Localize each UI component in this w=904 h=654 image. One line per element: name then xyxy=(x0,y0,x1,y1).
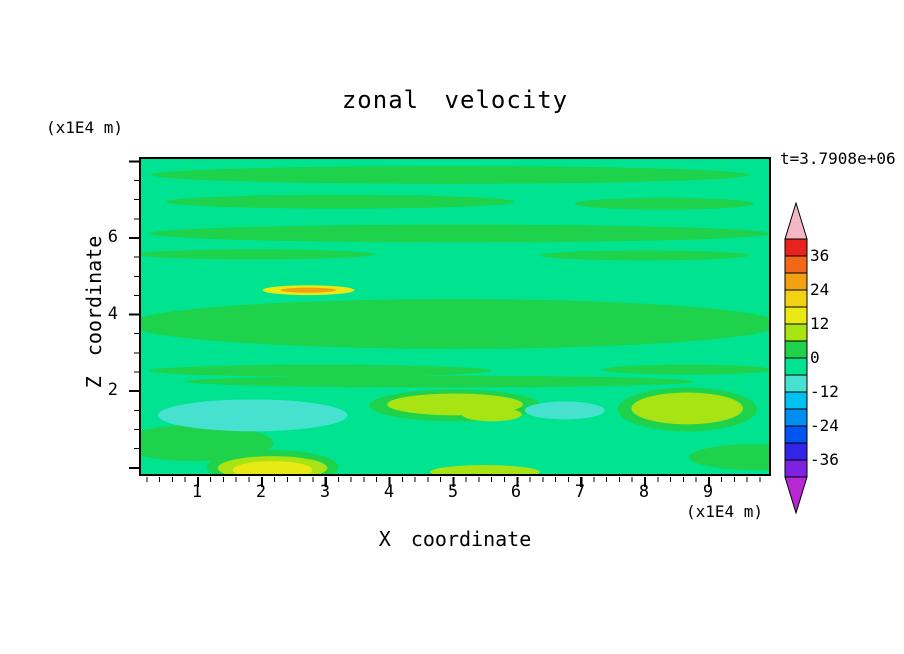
contour-blob xyxy=(602,364,769,375)
colorbar-segment xyxy=(784,425,808,444)
colorbar-tick-label: 36 xyxy=(810,246,830,265)
contour-blob xyxy=(524,401,605,420)
contour-blob xyxy=(149,224,769,243)
colorbar xyxy=(784,202,808,514)
y-tick-label: 4 xyxy=(107,304,118,324)
contour-blob xyxy=(574,197,755,210)
contour-blob xyxy=(461,407,522,422)
y-tick-label: 2 xyxy=(107,380,118,400)
colorbar-segment xyxy=(784,374,808,393)
chart-title: zonal velocity xyxy=(341,86,569,114)
contour-blob xyxy=(689,444,769,471)
colorbar-under-arrow xyxy=(784,476,808,514)
colorbar-tick-label: -24 xyxy=(810,416,839,435)
x-tick-label: 4 xyxy=(383,482,395,502)
x-tick-label: 5 xyxy=(447,482,459,502)
colorbar-segment xyxy=(784,272,808,291)
colorbar-segment xyxy=(784,442,808,461)
contour-blob xyxy=(157,399,348,432)
contour-field xyxy=(141,159,769,474)
colorbar-segment xyxy=(784,289,808,308)
colorbar-segment xyxy=(784,340,808,359)
x-axis-major-ticks xyxy=(141,477,770,487)
contour-pools-level-neg12-neg6 xyxy=(157,399,605,432)
x-axis-title: X coordinate xyxy=(378,527,532,551)
x-tick-label: 1 xyxy=(191,482,203,502)
colorbar-segment xyxy=(784,408,808,427)
contour-patches-level-12-18 xyxy=(232,285,355,474)
contour-blob xyxy=(141,299,769,349)
contour-blob xyxy=(148,364,492,377)
contour-blob xyxy=(141,249,376,260)
y-axis-title: Z coordinate xyxy=(82,235,106,389)
colorbar-tick-label: -36 xyxy=(810,450,839,469)
contour-streak-level-24-30 xyxy=(280,287,337,293)
x-tick-label: 3 xyxy=(319,482,331,502)
colorbar-segment xyxy=(784,391,808,410)
y-axis-major-ticks xyxy=(129,159,139,475)
colorbar-tick-label: 24 xyxy=(810,280,830,299)
contour-blob xyxy=(430,465,540,474)
contour-blob xyxy=(539,250,750,261)
contour-blob xyxy=(232,461,313,474)
colorbar-segment xyxy=(784,238,808,257)
contour-blob xyxy=(165,194,515,209)
x-axis-units-label: (x1E4 m) xyxy=(686,502,764,521)
contour-blob xyxy=(150,165,750,184)
colorbar-segment xyxy=(784,306,808,325)
x-tick-label: 7 xyxy=(574,482,586,502)
plot-area xyxy=(139,157,771,476)
colorbar-segment xyxy=(784,323,808,342)
x-tick-label: 6 xyxy=(510,482,522,502)
y-axis-units-label: (x1E4 m) xyxy=(46,118,124,137)
x-tick-label: 8 xyxy=(638,482,650,502)
contour-blob xyxy=(631,392,744,425)
x-tick-label: 2 xyxy=(255,482,267,502)
colorbar-segment xyxy=(784,255,808,274)
colorbar-segment xyxy=(784,357,808,376)
time-annotation: t=3.7908e+06 xyxy=(780,149,896,168)
contour-blob xyxy=(141,425,274,462)
x-tick-label: 9 xyxy=(702,482,714,502)
y-tick-label: 6 xyxy=(107,227,118,247)
colorbar-over-arrow xyxy=(784,202,808,240)
colorbar-tick-label: 0 xyxy=(810,348,820,367)
contour-blob xyxy=(185,375,695,388)
colorbar-segment xyxy=(784,459,808,478)
colorbar-tick-label: 12 xyxy=(810,314,830,333)
colorbar-tick-label: -12 xyxy=(810,382,839,401)
